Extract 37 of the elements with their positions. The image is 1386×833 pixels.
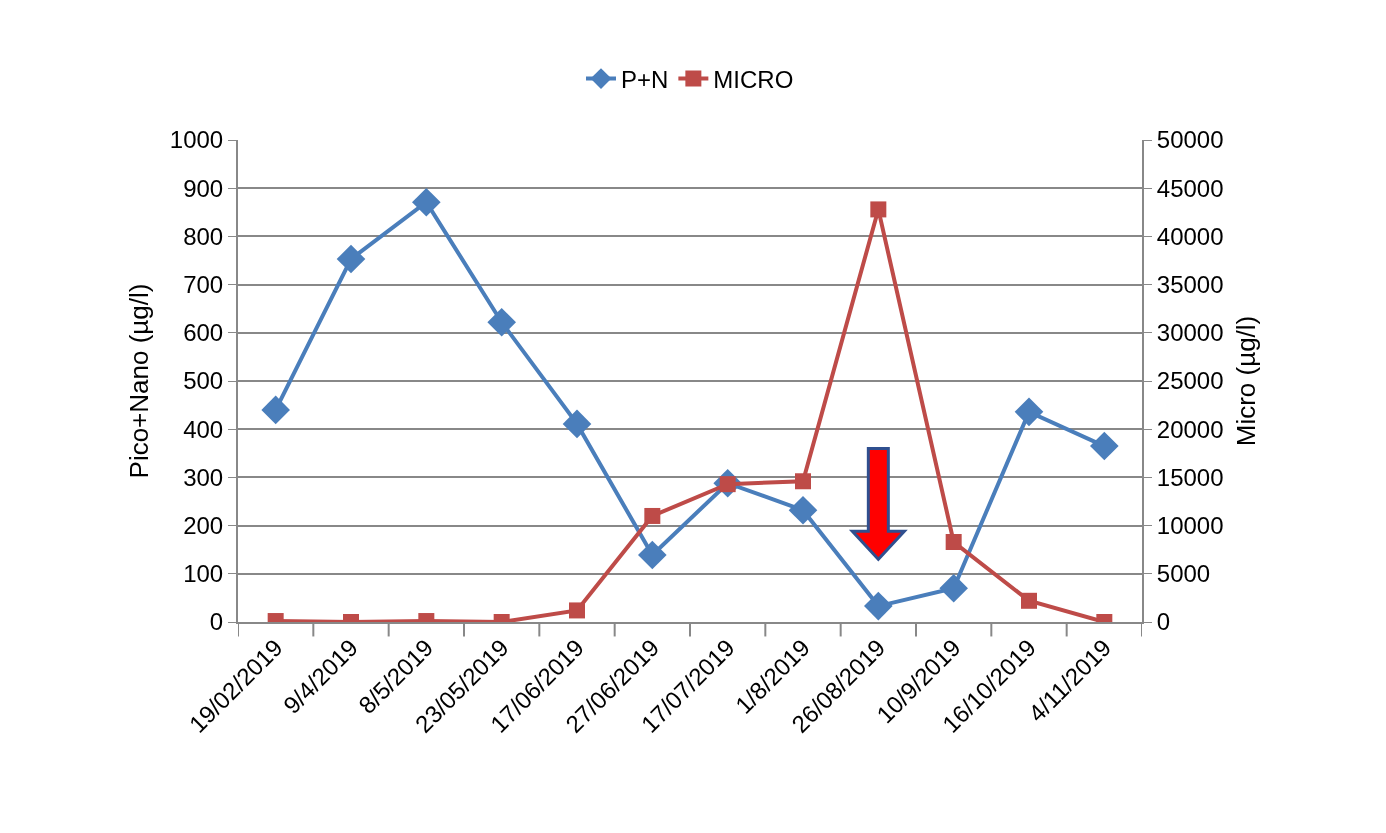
y2-tick-label: 10000 xyxy=(1156,512,1224,539)
point xyxy=(864,591,893,621)
y2-tick-label: 50000 xyxy=(1156,126,1224,154)
y-tick-label: 800 xyxy=(183,222,224,250)
point xyxy=(1090,431,1119,461)
y-tick-label: 0 xyxy=(209,608,224,636)
y-tick-label: 500 xyxy=(183,367,224,395)
y-tick-label: 600 xyxy=(183,319,224,347)
point xyxy=(261,395,290,425)
y2-tick-label: 40000 xyxy=(1156,222,1224,250)
y2-tick-label: 35000 xyxy=(1156,271,1224,298)
point xyxy=(788,495,818,525)
y-tick-label: 200 xyxy=(183,512,224,539)
y-tick-label: 1000 xyxy=(169,126,224,154)
point xyxy=(336,244,366,274)
y2-tick-label: 25000 xyxy=(1156,367,1224,395)
legend-label: MICRO xyxy=(713,65,794,93)
y-tick-label: 400 xyxy=(183,415,224,443)
y2-tick-label: 0 xyxy=(1156,608,1171,636)
point xyxy=(412,187,441,217)
point xyxy=(939,573,968,603)
point xyxy=(638,540,667,570)
y2-tick-label: 45000 xyxy=(1156,174,1224,202)
y2-axis-title: Micro (µg/l) xyxy=(1230,315,1261,447)
y2-tick-label: 20000 xyxy=(1156,415,1224,443)
y-axis-title: Pico+Nano (µg/l) xyxy=(123,283,154,479)
point xyxy=(562,409,592,439)
y-tick-label: 900 xyxy=(183,174,224,202)
y2-tick-label: 15000 xyxy=(1156,463,1224,491)
y2-tick-label: 30000 xyxy=(1156,319,1224,347)
point xyxy=(487,307,516,337)
point xyxy=(1014,397,1044,427)
y-tick-label: 700 xyxy=(183,271,224,298)
y2-tick-label: 5000 xyxy=(1156,560,1211,588)
y-tick-label: 100 xyxy=(183,560,224,588)
legend-label: P+N xyxy=(621,65,669,93)
y-tick-label: 300 xyxy=(183,463,224,491)
